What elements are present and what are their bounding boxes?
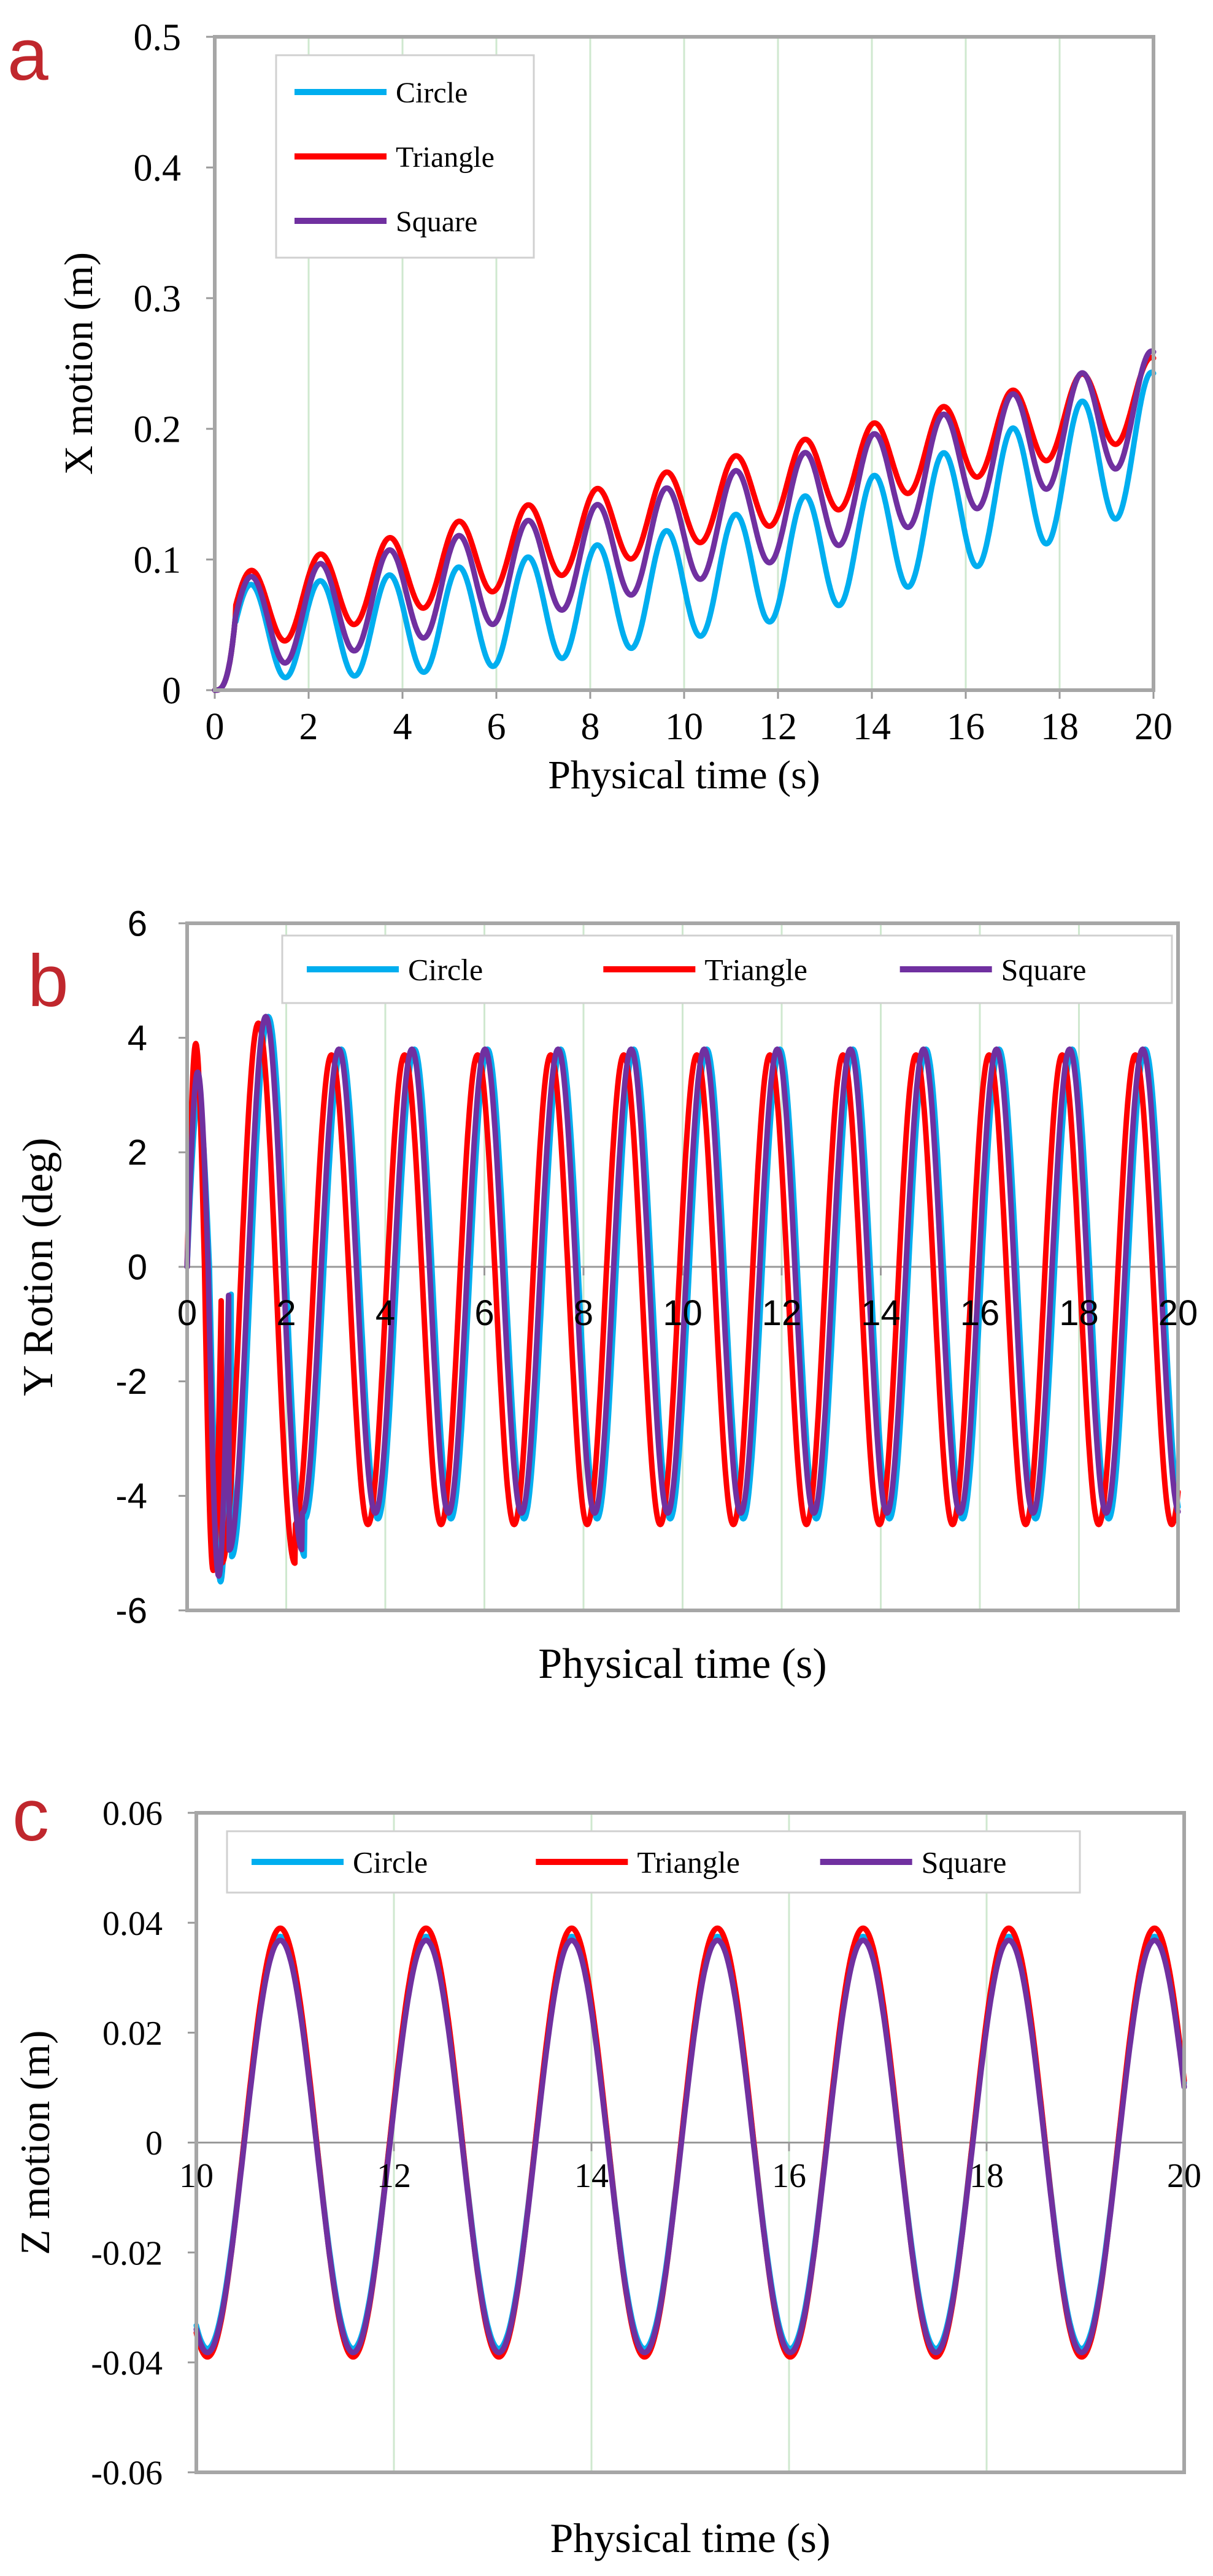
y-axis-label: Y Rotion (deg) [15, 1137, 62, 1396]
y-tick-label: 0 [162, 671, 181, 712]
legend-label-triangle: Triangle [396, 141, 495, 174]
x-tick-label: 20 [1167, 2157, 1201, 2195]
x-tick-label: 18 [969, 2157, 1004, 2195]
x-tick-label: 20 [1134, 706, 1173, 748]
series-line-triangle [184, 1020, 1181, 1574]
y-tick-label: 0.5 [134, 17, 182, 59]
x-tick-label: 14 [574, 2157, 609, 2195]
y-tick-label: 0.1 [134, 540, 182, 582]
plot-frame [194, 1811, 1186, 2474]
x-axis-label: Physical time (s) [548, 753, 820, 798]
legend-label-triangle: Triangle [637, 1845, 740, 1880]
legend: Circle Triangle Square [281, 934, 1173, 1004]
y-tick-label: 0 [128, 1247, 147, 1287]
y-tick-label: -6 [115, 1591, 147, 1631]
y-tick-label: 0.2 [134, 409, 182, 451]
x-tick-label: 8 [581, 706, 600, 748]
x-tick-label: 18 [1059, 1293, 1099, 1333]
y-tick-label: 0.04 [102, 1905, 163, 1943]
x-tick-label: 12 [762, 1293, 802, 1333]
y-tick-label: 6 [128, 904, 147, 944]
y-tick-label: 2 [128, 1133, 147, 1173]
x-tick-label: 12 [377, 2157, 411, 2195]
y-tick-label: 0.02 [102, 2015, 163, 2053]
x-tick-label: 0 [177, 1293, 197, 1333]
x-axis-label: Physical time (s) [550, 2515, 830, 2561]
y-tick-label: 0.4 [134, 148, 182, 190]
series-line-circle [212, 369, 1157, 693]
chart-panel-a: a 0 0.1 0.2 0.3 0.4 0.5 0 2 4 6 8 10 12 14 16 18 20 Physic… [7, 13, 1173, 798]
legend-label-square: Square [1001, 953, 1087, 987]
y-tick-label: -0.04 [91, 2344, 163, 2382]
legend-label-square: Square [922, 1845, 1007, 1880]
x-tick-label: 10 [179, 2157, 214, 2195]
y-axis-label: Z motion (m) [12, 2030, 58, 2255]
y-tick-label: 0.3 [134, 279, 182, 320]
series-line-square [212, 348, 1157, 693]
y-tick-label: 4 [128, 1018, 147, 1058]
legend-label-circle: Circle [408, 953, 483, 987]
plot-frame [185, 921, 1180, 1612]
chart-panel-c: c -0.06 -0.04 -0.02 0 0.02 0.04 0.06 10 12 14 16 18 2… [12, 1774, 1201, 2561]
x-tick-label: 6 [487, 706, 506, 748]
y-axis-label: X motion (m) [56, 252, 101, 475]
y-tick-label: 0 [145, 2124, 163, 2163]
x-tick-label: 4 [393, 706, 412, 748]
panel-letter-c: c [12, 1774, 49, 1856]
x-tick-label: 18 [1041, 706, 1079, 748]
series-line-triangle [212, 355, 1157, 693]
x-tick-label: 6 [474, 1293, 494, 1333]
x-tick-label: 14 [861, 1293, 901, 1333]
plot-frame [213, 35, 1155, 692]
x-tick-label: 16 [960, 1293, 1000, 1333]
y-tick-label: -4 [115, 1477, 147, 1517]
x-tick-label: 10 [665, 706, 703, 748]
x-tick-label: 14 [853, 706, 891, 748]
legend-label-triangle: Triangle [704, 953, 807, 987]
x-tick-label: 2 [276, 1293, 296, 1333]
y-tick-label: -2 [115, 1362, 147, 1402]
legend-label-square: Square [396, 206, 477, 238]
y-tick-label: -0.02 [91, 2234, 163, 2272]
legend: Circle Triangle Square [226, 1830, 1081, 1894]
x-tick-label: 10 [663, 1293, 703, 1333]
x-tick-label: 8 [574, 1293, 593, 1333]
chart-panel-b: b -6 -4 -2 0 2 4 6 0 2 4 6 8 10 12 14 16 18 20 Physical tim… [15, 904, 1198, 1688]
panel-letter-a: a [7, 13, 48, 96]
x-tick-label: 20 [1158, 1293, 1198, 1333]
panel-letter-b: b [28, 940, 69, 1022]
x-tick-label: 16 [947, 706, 985, 748]
x-tick-label: 2 [299, 706, 318, 748]
x-tick-label: 16 [772, 2157, 806, 2195]
y-tick-label: -0.06 [91, 2455, 163, 2493]
x-axis-label: Physical time (s) [538, 1640, 826, 1688]
legend-box [281, 934, 1173, 1004]
legend: Circle Triangle Square [275, 54, 535, 259]
legend-box [226, 1830, 1081, 1894]
y-tick-label: 0.06 [102, 1795, 163, 1833]
legend-label-circle: Circle [396, 77, 468, 109]
series-line-square [193, 1937, 1187, 2356]
x-tick-label: 0 [206, 706, 225, 748]
x-tick-label: 4 [375, 1293, 395, 1333]
series-line-square [184, 1013, 1181, 1579]
legend-label-circle: Circle [353, 1845, 428, 1880]
x-tick-label: 12 [759, 706, 797, 748]
